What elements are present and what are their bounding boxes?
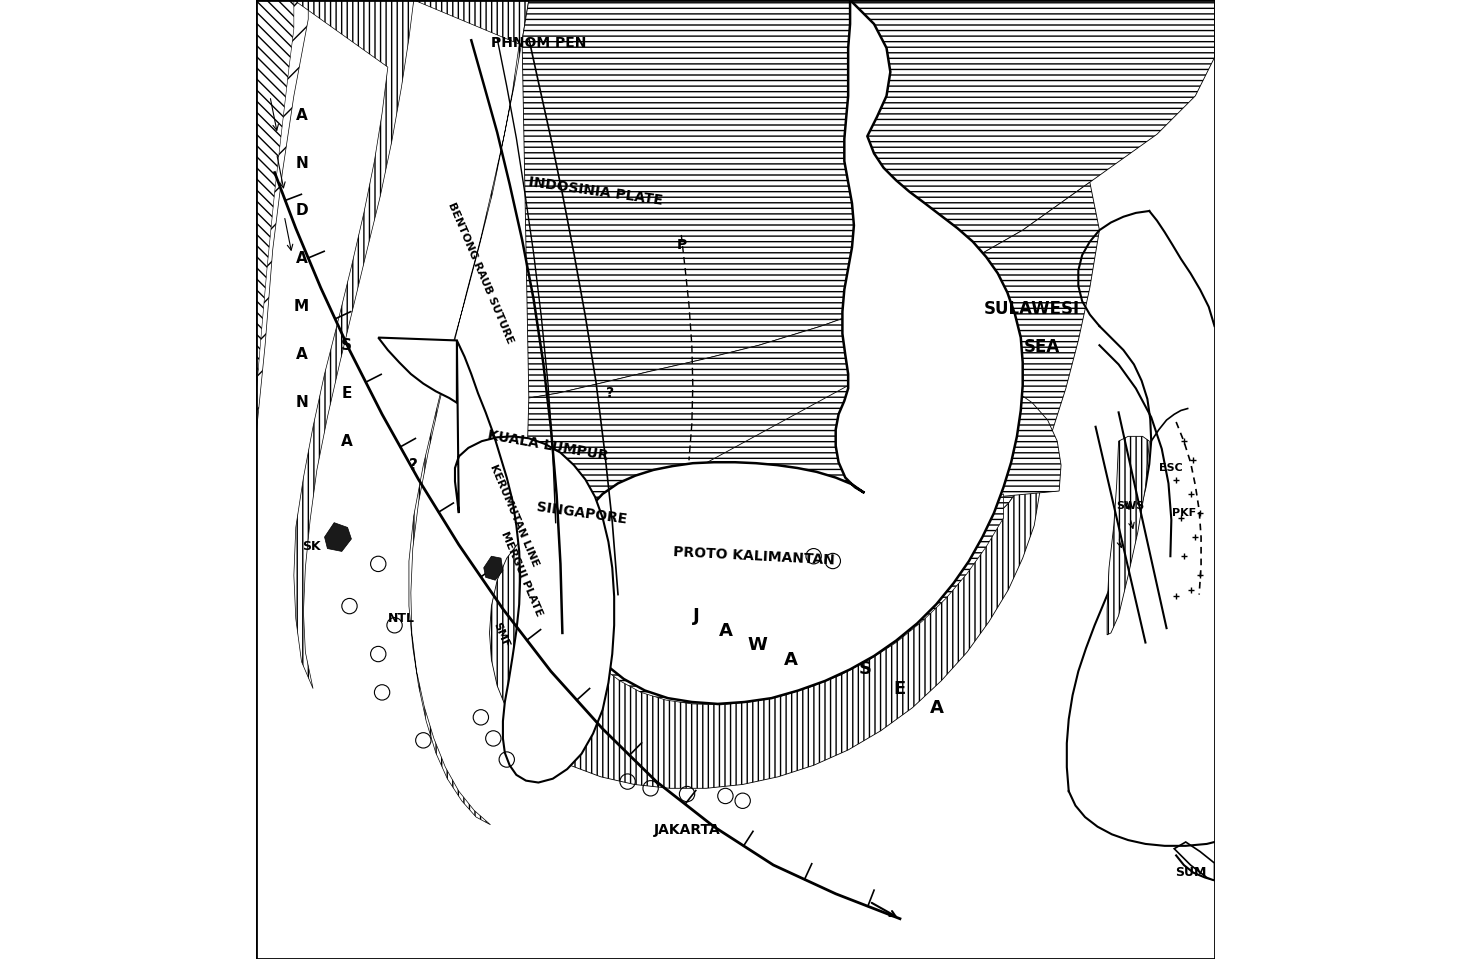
Text: A: A — [784, 651, 798, 668]
Text: M: M — [294, 299, 309, 315]
Text: D: D — [295, 203, 307, 219]
Text: ?: ? — [409, 457, 417, 473]
Polygon shape — [409, 0, 529, 825]
Polygon shape — [325, 523, 351, 551]
Text: N: N — [295, 155, 307, 171]
Text: A: A — [295, 251, 307, 267]
Text: A: A — [295, 347, 307, 363]
Polygon shape — [456, 340, 614, 783]
Text: ESC: ESC — [1160, 463, 1183, 473]
Polygon shape — [567, 470, 1004, 705]
Text: P: P — [678, 238, 688, 251]
Text: KUALA LUMPUR: KUALA LUMPUR — [487, 429, 610, 463]
Polygon shape — [567, 470, 844, 660]
Polygon shape — [1107, 436, 1150, 635]
Text: SULAWESI: SULAWESI — [985, 300, 1080, 317]
Text: E: E — [341, 386, 351, 401]
Text: J: J — [694, 607, 700, 624]
Text: JAKARTA: JAKARTA — [654, 823, 720, 836]
Polygon shape — [378, 338, 457, 403]
Text: A: A — [295, 107, 307, 123]
Text: PKF: PKF — [1172, 508, 1197, 518]
Text: PROTO KALIMANTAN: PROTO KALIMANTAN — [673, 545, 835, 568]
Polygon shape — [490, 470, 1039, 788]
Text: S: S — [858, 661, 872, 678]
Text: SMF: SMF — [491, 620, 510, 649]
Text: A: A — [929, 699, 944, 716]
Text: SWS: SWS — [1116, 502, 1144, 511]
Text: SK: SK — [301, 540, 320, 553]
Text: INDOSINIA PLATE: INDOSINIA PLATE — [528, 175, 664, 208]
Text: SEA: SEA — [1023, 339, 1060, 356]
Text: SINGAPORE: SINGAPORE — [535, 500, 628, 526]
Text: NTL: NTL — [388, 612, 415, 625]
Text: W: W — [747, 637, 767, 654]
Polygon shape — [484, 556, 503, 580]
Text: ?: ? — [606, 386, 614, 400]
Polygon shape — [1175, 842, 1214, 880]
Text: PHNOM PEN: PHNOM PEN — [491, 36, 587, 50]
Polygon shape — [256, 0, 294, 403]
Polygon shape — [256, 0, 309, 441]
Text: SUM: SUM — [1175, 866, 1207, 879]
Text: N: N — [295, 395, 307, 410]
Text: MERGUI PLATE: MERGUI PLATE — [500, 529, 544, 618]
Text: A: A — [341, 433, 353, 449]
Text: BENTONG RAUB SUTURE: BENTONG RAUB SUTURE — [447, 201, 516, 345]
Polygon shape — [526, 182, 1100, 606]
Polygon shape — [566, 0, 1023, 704]
Text: KERUMUTAN LINE: KERUMUTAN LINE — [488, 463, 541, 569]
Polygon shape — [522, 0, 1214, 398]
Polygon shape — [294, 0, 413, 689]
Text: A: A — [719, 622, 732, 640]
Text: S: S — [341, 338, 353, 353]
Polygon shape — [570, 372, 1061, 537]
Text: E: E — [894, 680, 906, 697]
